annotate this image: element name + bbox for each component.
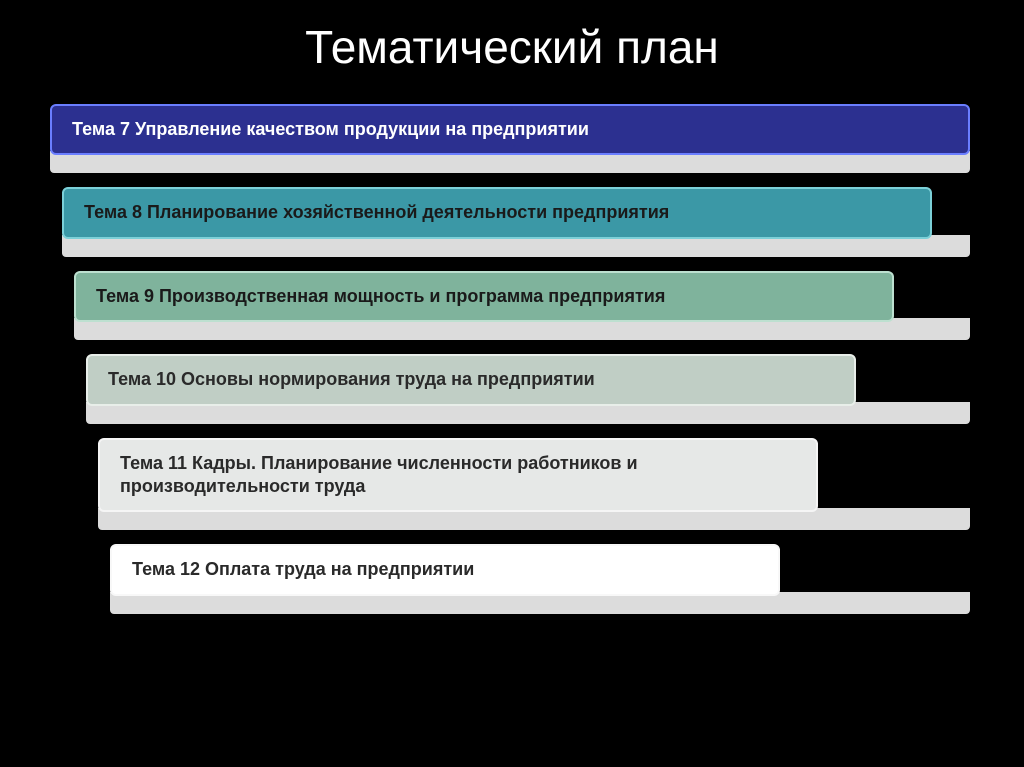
plan-item-label: Тема 12 Оплата труда на предприятии xyxy=(132,559,474,579)
slide-title: Тематический план xyxy=(0,20,1024,74)
plan-item: Тема 7 Управление качеством продукции на… xyxy=(50,104,974,173)
plan-item-bar: Тема 7 Управление качеством продукции на… xyxy=(50,104,970,155)
plan-item: Тема 8 Планирование хозяйственной деятел… xyxy=(50,187,974,256)
plan-item-label: Тема 7 Управление качеством продукции на… xyxy=(72,119,589,139)
plan-item-bar: Тема 9 Производственная мощность и прогр… xyxy=(74,271,894,322)
plan-item-label: Тема 11 Кадры. Планирование численности … xyxy=(120,453,638,496)
plan-item: Тема 10 Основы нормирования труда на пре… xyxy=(50,354,974,423)
slide-container: Тематический план Тема 7 Управление каче… xyxy=(0,0,1024,767)
plan-item-label: Тема 9 Производственная мощность и прогр… xyxy=(96,286,665,306)
plan-item: Тема 12 Оплата труда на предприятии xyxy=(50,544,974,613)
plan-item-bar: Тема 12 Оплата труда на предприятии xyxy=(110,544,780,595)
plan-item-bar: Тема 8 Планирование хозяйственной деятел… xyxy=(62,187,932,238)
plan-item-label: Тема 10 Основы нормирования труда на пре… xyxy=(108,369,595,389)
items-list: Тема 7 Управление качеством продукции на… xyxy=(0,104,1024,614)
plan-item: Тема 11 Кадры. Планирование численности … xyxy=(50,438,974,531)
plan-item-label: Тема 8 Планирование хозяйственной деятел… xyxy=(84,202,669,222)
plan-item-bar: Тема 10 Основы нормирования труда на пре… xyxy=(86,354,856,405)
plan-item-bar: Тема 11 Кадры. Планирование численности … xyxy=(98,438,818,513)
plan-item: Тема 9 Производственная мощность и прогр… xyxy=(50,271,974,340)
